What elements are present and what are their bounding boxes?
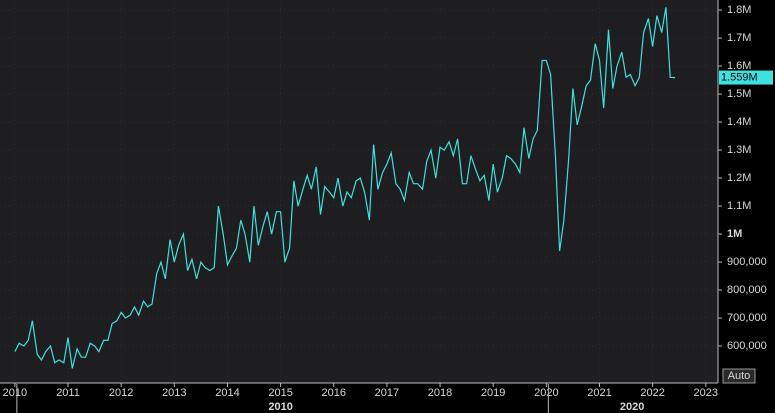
- decade-label: 2020: [620, 401, 644, 413]
- last-value-label: 1.559M: [721, 71, 758, 83]
- y-tick-label: 1M: [727, 228, 742, 240]
- y-tick-label: 1.8M: [727, 4, 751, 16]
- x-tick-label: 2014: [215, 387, 239, 399]
- x-tick-label: 2013: [162, 387, 186, 399]
- y-tick-label: 1.4M: [727, 116, 751, 128]
- y-tick-label: 1.6M: [727, 60, 751, 72]
- y-tick-label: 1.1M: [727, 200, 751, 212]
- decade-label: 2010: [268, 401, 292, 413]
- x-tick-label: 2018: [428, 387, 452, 399]
- x-tick-label: 2016: [322, 387, 346, 399]
- series-line: [14, 7, 676, 369]
- last-value-box: [719, 70, 773, 85]
- auto-button-label[interactable]: Auto: [728, 370, 751, 382]
- x-tick-label: 2022: [640, 387, 664, 399]
- auto-button[interactable]: [722, 368, 756, 384]
- y-tick-label: 700,000: [727, 312, 767, 324]
- x-tick-label: 2012: [109, 387, 133, 399]
- y-tick-label: 1.5M: [727, 88, 751, 100]
- y-tick-label: 1.3M: [727, 144, 751, 156]
- x-tick-label: 2019: [481, 387, 505, 399]
- plot-area: [0, 0, 718, 383]
- x-tick-label: 2020: [534, 387, 558, 399]
- y-tick-label: 900,000: [727, 256, 767, 268]
- y-tick-label: 1.7M: [727, 32, 751, 44]
- y-tick-label: 800,000: [727, 284, 767, 296]
- x-tick-label: 2010: [3, 387, 27, 399]
- x-tick-label: 2011: [56, 387, 80, 399]
- x-tick-label: 2017: [375, 387, 399, 399]
- y-tick-label: 1.2M: [727, 172, 751, 184]
- x-tick-label: 2023: [694, 387, 718, 399]
- x-tick-label: 2015: [268, 387, 292, 399]
- x-tick-label: 2021: [587, 387, 611, 399]
- y-tick-label: 600,000: [727, 340, 767, 352]
